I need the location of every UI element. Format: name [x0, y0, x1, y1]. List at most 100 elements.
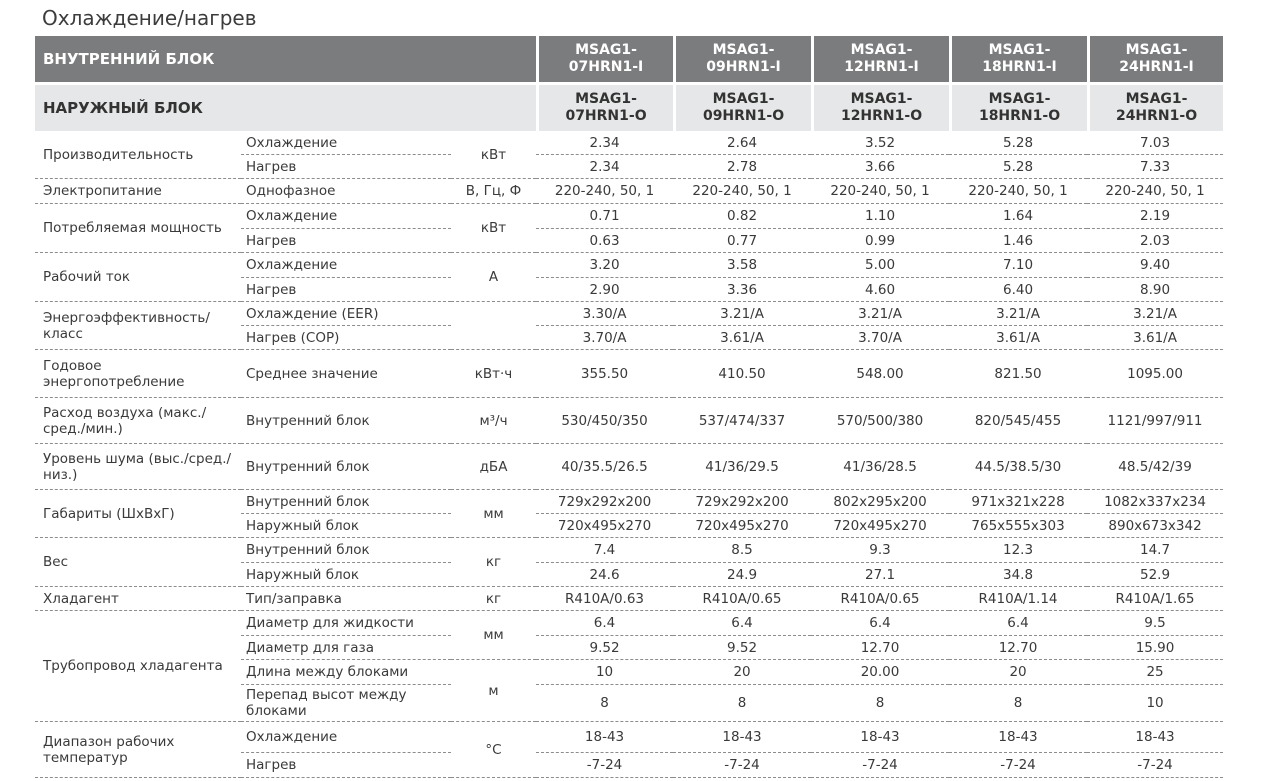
table-row: Нагрев 2.90 3.36 4.60 6.40 8.90 [35, 278, 1224, 302]
sub-parameter: Среднее значение [241, 350, 451, 398]
value-cell: 12.3 [949, 538, 1088, 563]
parameter-name: Уровень шума (выс./сред./низ.) [35, 444, 241, 490]
value-cell: 8 [949, 685, 1088, 722]
value-cell: 821.50 [949, 350, 1088, 398]
unit-cell: кг [451, 538, 537, 587]
value-cell: 3.21/A [1087, 302, 1224, 326]
value-cell: 720x495x270 [811, 514, 950, 538]
value-cell: 729x292x200 [536, 490, 674, 514]
table-row: Годовое энергопотребление Среднее значени… [35, 350, 1224, 398]
value-cell: 10 [1087, 685, 1224, 722]
unit-cell [451, 302, 537, 350]
value-cell: 1.46 [949, 229, 1088, 253]
value-cell: 25 [1087, 660, 1224, 685]
value-cell: 9.5 [1087, 611, 1224, 636]
value-cell: 530/450/350 [536, 398, 674, 444]
sub-parameter: Перепад высот между блоками [241, 685, 451, 722]
table-row: Габариты (ШхВхГ) Внутренний блок мм 729x292… [35, 490, 1224, 538]
value-cell: 1.64 [949, 204, 1088, 229]
sub-parameter: Внутренний блок [241, 490, 451, 514]
value-cell: 41/36/28.5 [811, 444, 950, 490]
table-body: ВНУТРЕННИЙ БЛОК MSAG1- 07HRN1-I MSAG1- 09H… [35, 36, 1224, 778]
value-cell: 2.34 [536, 155, 674, 179]
value-cell: 3.58 [673, 253, 812, 278]
value-cell: 8.90 [1087, 278, 1224, 302]
value-cell: R410A/0.65 [673, 587, 812, 611]
value-cell: 3.21/A [949, 302, 1088, 326]
table-row: Рабочий ток Охлаждение А 3.20 3.58 5.00 7.10 9.… [35, 253, 1224, 302]
outdoor-unit-header-row: НАРУЖНЫЙ БЛОК MSAG1- 07HRN1-O MSAG1- 09HRN… [35, 85, 1224, 131]
value-cell: 44.5/38.5/30 [949, 444, 1088, 490]
value-cell: 6.40 [949, 278, 1088, 302]
value-cell: 0.77 [673, 229, 812, 253]
parameter-name: Хладагент [35, 587, 241, 611]
value-cell: 2.03 [1087, 229, 1224, 253]
value-cell: 18-43 [673, 722, 812, 753]
sub-parameter: Однофазное [241, 179, 451, 204]
model-line: MSAG1- [1125, 42, 1188, 58]
table-row: Производительность Охлаждение кВт 2.34 2.64 3… [35, 131, 1224, 179]
value-cell: -7-24 [949, 753, 1088, 778]
value-cell: 6.4 [673, 611, 812, 636]
indoor-model-5: MSAG1- 24HRN1-I [1087, 36, 1224, 85]
value-cell: 20 [949, 660, 1088, 685]
value-cell: 3.20 [536, 253, 674, 278]
value-cell: 12.70 [811, 636, 950, 660]
value-cell: 3.21/A [673, 302, 812, 326]
value-cell: 5.28 [949, 131, 1088, 155]
unit-cell: м [451, 660, 537, 722]
value-cell: 9.52 [673, 636, 812, 660]
table-row: Нагрев (COP) 3.70/A 3.61/A 3.70/A 3.61/A 3.61… [35, 326, 1224, 350]
value-cell: 0.63 [536, 229, 674, 253]
value-cell: R410A/0.65 [811, 587, 950, 611]
sub-parameter: Наружный блок [241, 563, 451, 587]
value-cell: 729x292x200 [673, 490, 812, 514]
table-row: Хладагент Тип/заправка кг R410A/0.63 R410A/0… [35, 587, 1224, 611]
model-line: 07HRN1-I [568, 59, 644, 75]
parameter-name: Производительность [35, 131, 241, 179]
value-cell: 27.1 [811, 563, 950, 587]
sub-parameter: Наружный блок [241, 514, 451, 538]
value-cell: 537/474/337 [673, 398, 812, 444]
model-line: MSAG1- [988, 91, 1051, 107]
model-line: MSAG1- [1125, 91, 1188, 107]
value-cell: 20.00 [811, 660, 950, 685]
sub-parameter: Нагрев [241, 753, 451, 778]
value-cell: 765x555x303 [949, 514, 1088, 538]
unit-cell: В, Гц, Ф [451, 179, 537, 204]
value-cell: 220-240, 50, 1 [811, 179, 950, 204]
specifications-table: ВНУТРЕННИЙ БЛОК MSAG1- 07HRN1-I MSAG1- 09H… [35, 36, 1224, 778]
model-line: 18HRN1-O [978, 108, 1061, 124]
value-cell: 1121/997/911 [1087, 398, 1224, 444]
page-title: Охлаждение/нагрев [42, 6, 257, 30]
sub-parameter: Внутренний блок [241, 444, 451, 490]
parameter-name: Рабочий ток [35, 253, 241, 302]
value-cell: 18-43 [811, 722, 950, 753]
value-cell: 10 [536, 660, 674, 685]
value-cell: -7-24 [1087, 753, 1224, 778]
value-cell: 1082x337x234 [1087, 490, 1224, 514]
value-cell: 2.90 [536, 278, 674, 302]
model-line: 09HRN1-I [706, 59, 781, 75]
table-row: Нагрев 2.34 2.78 3.66 5.28 7.33 [35, 155, 1224, 179]
value-cell: 6.4 [536, 611, 674, 636]
sub-parameter: Охлаждение [241, 722, 451, 753]
value-cell: 220-240, 50, 1 [1087, 179, 1224, 204]
table-row: Трубопровод хладагента Диаметр для жидкос… [35, 611, 1224, 722]
indoor-model-2: MSAG1- 09HRN1-I [673, 36, 812, 85]
sub-parameter: Охлаждение (EER) [241, 302, 451, 326]
unit-cell: м³/ч [451, 398, 537, 444]
indoor-model-1: MSAG1- 07HRN1-I [536, 36, 674, 85]
value-cell: 18-43 [536, 722, 674, 753]
value-cell: 52.9 [1087, 563, 1224, 587]
table-row: Вес Внутренний блок кг 7.4 8.5 9.3 12.3 14.7 [35, 538, 1224, 587]
sub-parameter: Внутренний блок [241, 538, 451, 563]
sub-parameter: Нагрев [241, 278, 451, 302]
value-cell: 720x495x270 [673, 514, 812, 538]
value-cell: 3.70/A [536, 326, 674, 350]
value-cell: 3.70/A [811, 326, 950, 350]
unit-cell: кВт·ч [451, 350, 537, 398]
value-cell: 0.82 [673, 204, 812, 229]
model-line: MSAG1- [712, 91, 775, 107]
parameter-name: Диапазон рабочих температур [35, 722, 241, 778]
